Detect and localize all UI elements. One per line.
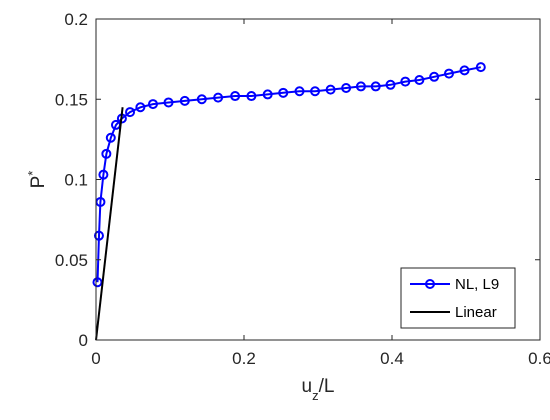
data-point <box>459 65 470 76</box>
data-point <box>196 94 207 105</box>
x-axis-label-subscript: z <box>312 388 319 403</box>
data-point <box>414 74 425 85</box>
data-point <box>262 89 273 100</box>
data-point <box>101 148 112 159</box>
data-point <box>135 102 146 113</box>
data-point <box>125 107 136 118</box>
data-point <box>105 132 116 143</box>
data-point <box>370 81 381 92</box>
y-axis-label-superscript: * <box>25 171 40 176</box>
legend-nl-l9-marker <box>425 279 435 289</box>
data-point <box>98 169 109 180</box>
y-tick-label: 0.15 <box>55 90 88 109</box>
data-point <box>355 81 366 92</box>
data-point <box>310 86 321 97</box>
x-tick-label: 0.4 <box>380 349 404 368</box>
data-point <box>400 76 411 87</box>
legend-linear-label: Linear <box>455 304 497 321</box>
x-axis-label-rest: /L <box>319 376 335 397</box>
y-axis-label-base: P <box>28 176 49 189</box>
data-point <box>179 95 190 106</box>
legend: NL, L9 Linear <box>400 267 516 329</box>
x-tick-label: 0.6 <box>528 349 550 368</box>
data-point <box>341 83 352 94</box>
series-line-0 <box>96 66 481 283</box>
data-point <box>92 277 103 288</box>
data-point <box>246 91 257 102</box>
data-point <box>278 87 289 98</box>
data-point <box>230 91 241 102</box>
y-tick-label: 0.05 <box>55 251 88 270</box>
data-point <box>147 99 158 110</box>
axis-ticks: 0 0.2 0.4 0.6 0 0.05 0.1 0.15 0.2 <box>55 10 550 368</box>
plot-area <box>92 62 486 341</box>
y-tick-label: 0.2 <box>64 10 88 29</box>
data-point <box>429 71 440 82</box>
data-point <box>385 79 396 90</box>
x-axis-label: uz/L <box>302 376 335 403</box>
legend-nl-l9-label: NL, L9 <box>455 276 499 293</box>
data-point <box>163 97 174 108</box>
data-point <box>294 86 305 97</box>
x-tick-label: 0 <box>91 349 100 368</box>
y-tick-label: 0.1 <box>64 171 88 190</box>
data-point <box>213 92 224 103</box>
data-point <box>475 62 486 73</box>
data-point <box>325 84 336 95</box>
x-axis-label-base: u <box>302 376 313 397</box>
data-point <box>443 68 454 79</box>
data-point <box>93 230 104 241</box>
series-line-1 <box>95 107 124 341</box>
x-tick-label: 0.2 <box>232 349 256 368</box>
y-axis-label: P* <box>25 171 50 189</box>
y-tick-label: 0 <box>79 331 88 350</box>
legend-box <box>400 267 516 329</box>
